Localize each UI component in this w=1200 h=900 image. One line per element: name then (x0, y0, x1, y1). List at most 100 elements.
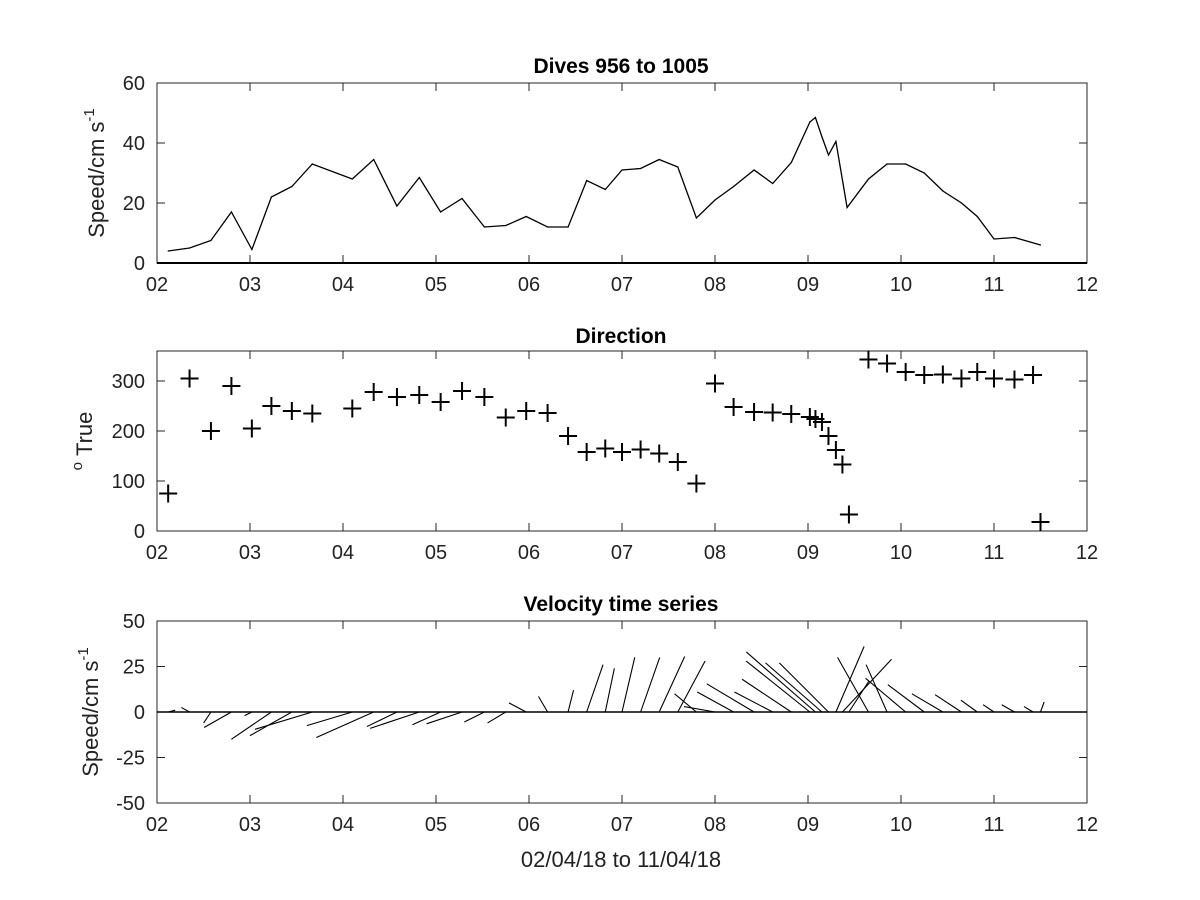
speed-y-axis-label-text: Speed/cm s (84, 122, 109, 238)
speed-point (210, 239, 212, 242)
velocity-stick (203, 711, 212, 724)
speed-y-ticks: 0 20 40 60 (123, 73, 1087, 275)
velocity-stick (508, 702, 527, 713)
velocity-stick (487, 711, 507, 724)
speed-x-tick-label: 07 (611, 274, 633, 296)
speed-y-axis-label: Speed/cm s-1 (81, 108, 109, 238)
velocity-stick (640, 657, 661, 713)
speed-point (714, 199, 716, 201)
velocity-x-axis-label: 02/04/18 to 11/04/18 (521, 847, 721, 872)
direction-point (364, 383, 383, 401)
direction-point (431, 393, 450, 411)
speed-point (809, 121, 811, 123)
speed-y-tick-label: 40 (123, 133, 145, 155)
direction-x-tick-label: 02 (146, 542, 168, 564)
velocity-y-tick-label: 50 (123, 611, 145, 633)
velocity-stick (538, 696, 549, 713)
velocity-x-ticks: 02 03 04 05 06 07 08 09 10 11 12 (146, 621, 1098, 836)
velocity-stick (249, 711, 293, 737)
velocity-y-axis-label-text: Speed/cm s (78, 661, 103, 777)
direction-point (819, 427, 838, 445)
speed-point (677, 166, 679, 168)
velocity-x-tick-label: 06 (518, 814, 540, 836)
speed-panel: Dives 956 to 1005 0 20 40 60 02 03 04 05 06 07 08… (81, 55, 1098, 296)
speed-point (396, 205, 398, 207)
direction-point (952, 369, 971, 388)
speed-point (167, 250, 169, 252)
direction-point (826, 441, 845, 459)
speed-x-tick-label: 05 (425, 274, 447, 296)
speed-point (505, 224, 507, 227)
velocity-x-tick-label: 04 (332, 814, 354, 836)
speed-point (567, 226, 569, 228)
direction-point (1005, 370, 1024, 389)
speed-x-tick-label: 11 (984, 274, 1005, 296)
direction-series (159, 350, 1050, 531)
speed-x-tick-label: 12 (1076, 274, 1098, 296)
direction-y-tick-label: 200 (112, 421, 145, 443)
direction-x-ticks: 02 03 04 05 06 07 08 09 10 11 12 (146, 351, 1098, 564)
velocity-stick (244, 711, 253, 717)
velocity-stick (674, 693, 697, 713)
direction-point (968, 363, 987, 381)
speed-x-tick-label: 02 (146, 274, 168, 296)
velocity-stick (706, 683, 755, 713)
velocity-stick (369, 711, 420, 729)
velocity-x-tick-label: 03 (239, 814, 261, 836)
speed-point (270, 196, 272, 198)
velocity-stick (203, 711, 232, 728)
direction-point (915, 366, 934, 384)
speed-point (373, 158, 375, 161)
velocity-stick (586, 664, 604, 713)
velocity-stick (181, 706, 190, 713)
speed-point (1039, 244, 1042, 246)
direction-y-axis-label: o True (69, 412, 97, 471)
speed-point (640, 167, 642, 170)
direction-point (859, 350, 878, 369)
velocity-stick (745, 651, 816, 713)
direction-panel-title: Direction (575, 325, 666, 348)
direction-x-tick-label: 09 (797, 542, 819, 564)
speed-point (1013, 236, 1016, 239)
velocity-x-tick-label: 05 (425, 814, 447, 836)
speed-point (846, 206, 848, 209)
speed-point (547, 226, 549, 228)
speed-point (867, 178, 870, 180)
speed-x-tick-label: 03 (239, 274, 261, 296)
velocity-stick (1023, 706, 1034, 713)
direction-point (613, 443, 631, 461)
direction-point (577, 443, 596, 461)
speed-axes-frame (156, 82, 1088, 264)
velocity-stick (316, 711, 374, 738)
direction-point (262, 397, 281, 415)
velocity-stick (621, 657, 636, 713)
speed-x-tick-label: 09 (797, 274, 819, 296)
speed-point (790, 161, 792, 164)
velocity-stick (677, 660, 706, 713)
speed-point (351, 178, 353, 180)
speed-point (772, 182, 774, 185)
direction-point (933, 365, 952, 384)
velocity-stick (696, 691, 734, 713)
velocity-stick (741, 678, 792, 713)
velocity-stick (837, 657, 869, 713)
direction-y-axis-label-prefix: o (69, 462, 86, 470)
direction-point (303, 404, 322, 423)
speed-point (586, 179, 588, 182)
velocity-stick (412, 711, 441, 726)
velocity-stick (778, 662, 829, 713)
speed-point (886, 163, 888, 165)
speed-point (821, 136, 823, 138)
direction-point (687, 474, 706, 493)
speed-point (905, 163, 907, 165)
velocity-stick (464, 711, 485, 723)
velocity-stick (683, 705, 716, 713)
velocity-stick (426, 711, 463, 725)
velocity-stick (168, 709, 176, 713)
direction-point (596, 439, 615, 458)
velocity-stick (934, 694, 962, 713)
direction-point (242, 419, 261, 438)
speed-point (658, 158, 660, 161)
direction-point (1031, 513, 1050, 531)
